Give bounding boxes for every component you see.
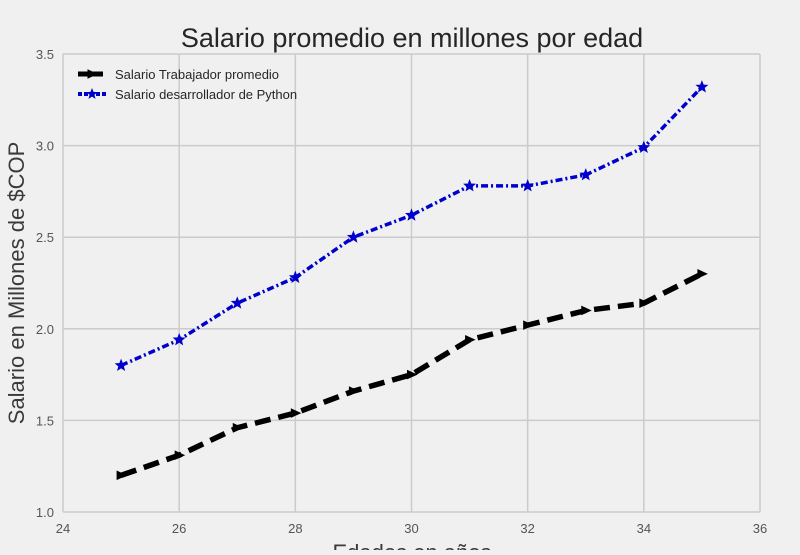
data-point	[116, 470, 128, 481]
legend-marker	[86, 88, 98, 99]
tick-labels: 24 26 28 30 32 34 36 1.0 1.5 2.0 2.5 3.0 3.5	[36, 47, 767, 536]
data-point	[290, 408, 302, 418]
x-tick-label: 34	[637, 521, 651, 536]
data-point	[407, 369, 418, 380]
data-point	[288, 270, 302, 284]
data-point	[348, 386, 360, 396]
series-line-trabajador	[120, 271, 704, 478]
data-point	[579, 168, 593, 181]
legend-label-trabajador: Salario Trabajador promedio	[115, 67, 279, 82]
series-line-python	[120, 85, 704, 368]
legend-entry-trabajador: Salario Trabajador promedio	[78, 67, 279, 82]
data-point	[465, 334, 476, 345]
y-tick-label: 1.0	[36, 505, 54, 520]
legend-marker	[87, 69, 98, 79]
series-trabajador	[116, 269, 708, 481]
series-layer	[114, 80, 709, 481]
legend-entry-python: Salario desarrollador de Python	[78, 87, 297, 102]
y-tick-label: 3.0	[36, 139, 54, 154]
y-tick-label: 1.5	[36, 413, 54, 428]
data-point	[637, 140, 651, 153]
y-tick-label: 2.0	[36, 322, 54, 337]
x-tick-label: 36	[753, 521, 767, 536]
y-tick-label: 2.5	[36, 230, 54, 245]
legend-label-python: Salario desarrollador de Python	[115, 87, 297, 102]
data-point	[521, 179, 535, 192]
data-point	[172, 332, 186, 346]
data-point	[639, 298, 650, 308]
x-tick-label: 28	[288, 521, 302, 536]
data-point	[695, 80, 709, 93]
data-point	[174, 450, 186, 461]
data-point	[114, 358, 128, 371]
data-point	[463, 179, 477, 192]
x-tick-label: 24	[56, 521, 70, 536]
data-point	[232, 422, 244, 433]
y-axis-label: Salario en Millones de $COP	[4, 142, 29, 424]
x-tick-label: 32	[520, 521, 534, 536]
series-python	[114, 80, 709, 371]
data-point	[523, 320, 534, 330]
grid	[62, 53, 761, 513]
legend: Salario Trabajador promedio Salario desa…	[78, 67, 297, 102]
y-tick-label: 3.5	[36, 47, 54, 62]
data-point	[346, 230, 360, 243]
x-tick-label: 26	[172, 521, 186, 536]
data-point	[581, 305, 592, 316]
data-point	[405, 208, 418, 221]
x-axis-label: Edades en años	[332, 540, 491, 550]
chart-title: Salario promedio en millones por edad	[181, 23, 643, 53]
data-point	[230, 296, 244, 309]
x-tick-label: 30	[404, 521, 418, 536]
data-point	[697, 269, 708, 279]
